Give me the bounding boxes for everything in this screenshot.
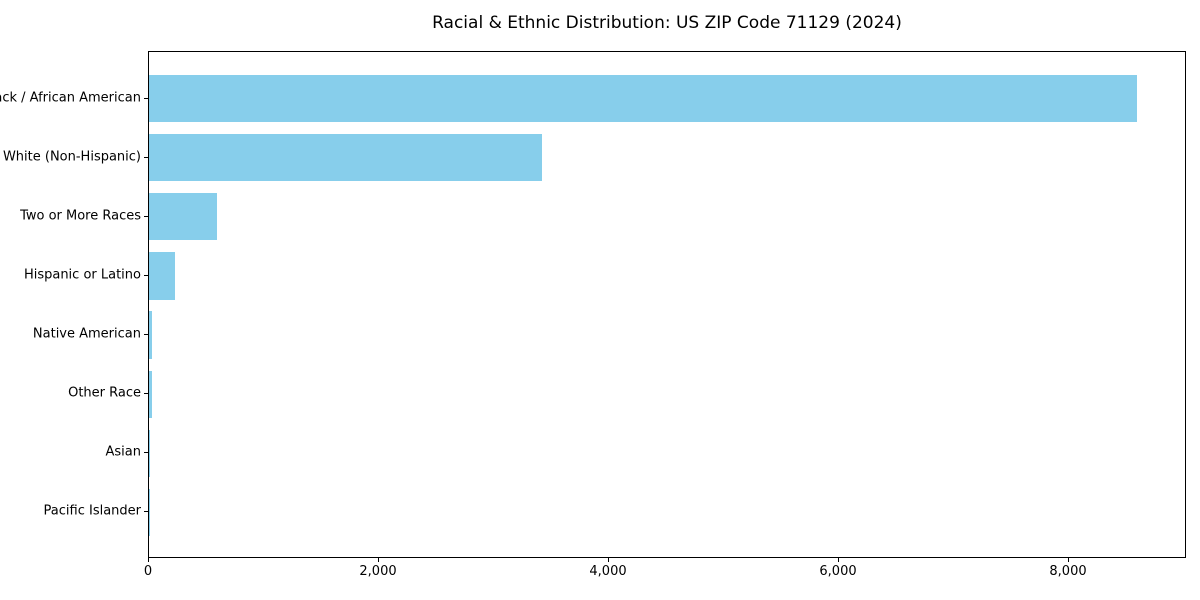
y-tick-mark bbox=[144, 215, 148, 217]
bar-native-american bbox=[149, 311, 152, 359]
x-tick-mark bbox=[1068, 558, 1069, 562]
y-tick-mark bbox=[144, 452, 148, 454]
x-tick-label: 8,000 bbox=[1049, 564, 1087, 579]
bar-two-or-more-races bbox=[149, 193, 217, 241]
x-tick-label: 2,000 bbox=[359, 564, 397, 579]
y-tick-mark bbox=[144, 511, 148, 513]
y-tick-label: Hispanic or Latino bbox=[23, 267, 141, 283]
bar-black-african-american bbox=[149, 75, 1137, 123]
y-tick-mark bbox=[144, 97, 148, 99]
x-tick-mark bbox=[148, 558, 149, 562]
y-tick-mark bbox=[144, 393, 148, 395]
y-tick-label: Black / African American bbox=[0, 90, 141, 106]
x-tick-label: 0 bbox=[143, 564, 153, 579]
bar-asian bbox=[149, 429, 150, 477]
x-tick-mark bbox=[378, 558, 379, 562]
y-tick-label: Two or More Races bbox=[20, 208, 141, 224]
y-tick-label: Other Race bbox=[68, 385, 141, 401]
x-tick-mark bbox=[608, 558, 609, 562]
plot-area bbox=[148, 51, 1186, 558]
x-tick-mark bbox=[838, 558, 839, 562]
y-tick-mark bbox=[144, 334, 148, 336]
y-tick-label: Asian bbox=[105, 444, 141, 460]
y-tick-label: Native American bbox=[32, 326, 141, 342]
bar-other-race bbox=[149, 370, 153, 418]
bar-white-non-hispanic bbox=[149, 134, 543, 182]
y-tick-label: Pacific Islander bbox=[43, 503, 141, 519]
chart-title: Racial & Ethnic Distribution: US ZIP Cod… bbox=[432, 13, 902, 33]
y-tick-mark bbox=[144, 274, 148, 276]
bar-hispanic-or-latino bbox=[149, 252, 175, 300]
x-tick-label: 6,000 bbox=[819, 564, 857, 579]
bar-pacific-islander bbox=[149, 488, 150, 536]
x-tick-label: 4,000 bbox=[589, 564, 627, 579]
y-tick-mark bbox=[144, 156, 148, 158]
y-tick-label: White (Non-Hispanic) bbox=[2, 149, 141, 165]
